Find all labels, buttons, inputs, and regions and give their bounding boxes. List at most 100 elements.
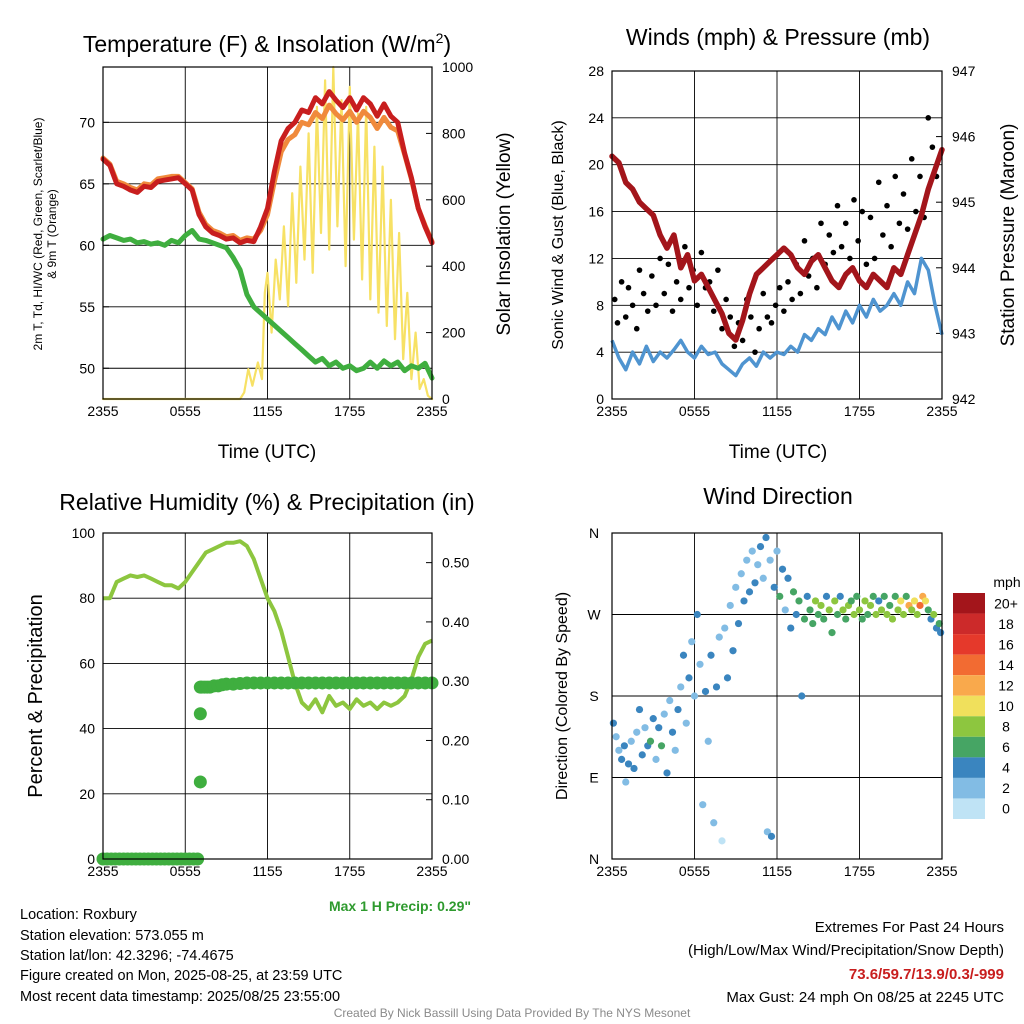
wind-gust-point bbox=[847, 255, 853, 262]
dir-point bbox=[921, 597, 930, 605]
wind-gust-point bbox=[904, 226, 911, 232]
dir-point bbox=[866, 601, 875, 610]
wind-gust-point bbox=[710, 308, 717, 314]
dir-point bbox=[612, 733, 620, 741]
dir-point bbox=[622, 778, 630, 786]
rh-frame bbox=[102, 532, 433, 860]
dir-point bbox=[690, 692, 699, 700]
dir-x-tick-label: 1155 bbox=[762, 863, 792, 879]
wind-gust-point bbox=[614, 320, 621, 326]
wind-gust-point bbox=[925, 115, 932, 121]
colorbar-swatch bbox=[953, 777, 985, 799]
wind-gust-point bbox=[748, 314, 754, 320]
temp-y-tick-label: 50 bbox=[79, 360, 95, 376]
wind-gust-point bbox=[653, 302, 659, 309]
dir-point bbox=[712, 683, 721, 691]
dir-point bbox=[858, 615, 866, 623]
dir-point bbox=[908, 606, 916, 614]
wind-y-tick-label: 0 bbox=[596, 391, 604, 407]
temp-title-sup: 2 bbox=[436, 30, 444, 46]
wind-gust-point bbox=[830, 249, 837, 256]
dir-point bbox=[888, 615, 897, 623]
info-elevation: Station elevation: 573.055 m bbox=[20, 928, 204, 944]
wind-gust-point bbox=[892, 173, 899, 180]
wind-gust-point bbox=[611, 296, 618, 303]
dir-point bbox=[633, 728, 641, 736]
dir-point bbox=[704, 737, 712, 745]
dir-point bbox=[930, 610, 938, 619]
colorbar-swatch bbox=[953, 593, 985, 614]
dir-point bbox=[847, 597, 855, 605]
rh-precip-point bbox=[193, 775, 207, 789]
wind-gust-point bbox=[657, 255, 663, 262]
wind-gust-point bbox=[739, 337, 746, 344]
wind-gust-point bbox=[929, 144, 936, 150]
dir-x-tick-label: 0555 bbox=[679, 863, 710, 879]
colorbar-label: 14 bbox=[998, 657, 1014, 673]
rh-x-tick-label: 1155 bbox=[252, 863, 282, 879]
wind-gust-point bbox=[863, 261, 870, 268]
temp-y-tick-label: 60 bbox=[79, 237, 95, 253]
colorbar-swatch bbox=[953, 634, 985, 655]
rh-humidity-line bbox=[103, 539, 433, 715]
dir-point bbox=[677, 683, 685, 691]
dir-y-tick-label: W bbox=[587, 607, 601, 623]
wind-x-tick-label: 2355 bbox=[596, 403, 627, 419]
dir-x-tick-label: 2355 bbox=[596, 863, 627, 879]
dir-y-tick-label: S bbox=[589, 688, 598, 704]
dir-point bbox=[726, 601, 734, 610]
dir-point bbox=[729, 647, 737, 655]
dir-point bbox=[800, 615, 809, 623]
wind-gust-point bbox=[636, 267, 643, 273]
wind-y-tick-label: 16 bbox=[588, 204, 604, 220]
dir-axes bbox=[611, 532, 943, 860]
dir-point bbox=[875, 597, 883, 605]
wind-gust-point bbox=[797, 290, 804, 297]
dir-point bbox=[679, 651, 688, 659]
dir-point bbox=[935, 619, 943, 628]
dir-point bbox=[833, 610, 842, 619]
wind-y2-tick-label: 946 bbox=[952, 129, 976, 145]
dir-point bbox=[822, 592, 831, 600]
dir-point bbox=[723, 674, 732, 682]
rh-y-tick-label: 40 bbox=[79, 721, 95, 737]
dir-point bbox=[666, 696, 674, 705]
dir-point bbox=[699, 801, 707, 809]
wind-gust-point bbox=[917, 173, 923, 180]
dir-title: Wind Direction bbox=[703, 483, 853, 509]
wind-title: Winds (mph) & Pressure (mb) bbox=[626, 24, 930, 50]
wind-gust-point bbox=[776, 284, 783, 291]
dir-point bbox=[649, 715, 657, 723]
wind-gust-point bbox=[727, 314, 734, 320]
colorbar-label: 2 bbox=[1002, 780, 1010, 796]
dir-point bbox=[839, 606, 847, 614]
dir-point bbox=[828, 629, 836, 637]
colorbar-swatch bbox=[953, 613, 985, 635]
wind-gust-point bbox=[838, 243, 845, 250]
dir-point bbox=[655, 724, 663, 732]
dir-point bbox=[759, 574, 767, 582]
dir-point bbox=[773, 547, 781, 555]
info-location: Location: Roxbury bbox=[20, 907, 137, 923]
dir-point bbox=[615, 746, 623, 754]
colorbar-label: 12 bbox=[998, 677, 1014, 693]
colorbar-label: 16 bbox=[998, 636, 1014, 652]
dir-point bbox=[798, 692, 806, 700]
dir-point bbox=[811, 597, 820, 605]
temp-x-label: Time (UTC) bbox=[218, 442, 317, 463]
wind-gust-point bbox=[625, 284, 632, 291]
dir-point bbox=[754, 561, 762, 569]
dir-point bbox=[767, 832, 776, 840]
dir-point bbox=[646, 737, 655, 745]
temp-y-label-1: 2m T, Td, HI/WC (Red, Green, Scarlet/Blu… bbox=[31, 118, 45, 351]
colorbar-label: 18 bbox=[998, 616, 1014, 632]
dir-point bbox=[916, 601, 924, 610]
rh-y-tick-label: 80 bbox=[79, 590, 95, 606]
wind-x-tick-label: 2355 bbox=[926, 403, 957, 419]
extremes-subtitle: (High/Low/Max Wind/Precipitation/Snow De… bbox=[688, 942, 1004, 959]
dir-point bbox=[718, 837, 726, 845]
temp-series-line bbox=[100, 228, 435, 381]
wind-gust-point bbox=[789, 296, 795, 303]
dir-frame bbox=[611, 532, 943, 860]
rh-precip-point bbox=[193, 707, 207, 721]
